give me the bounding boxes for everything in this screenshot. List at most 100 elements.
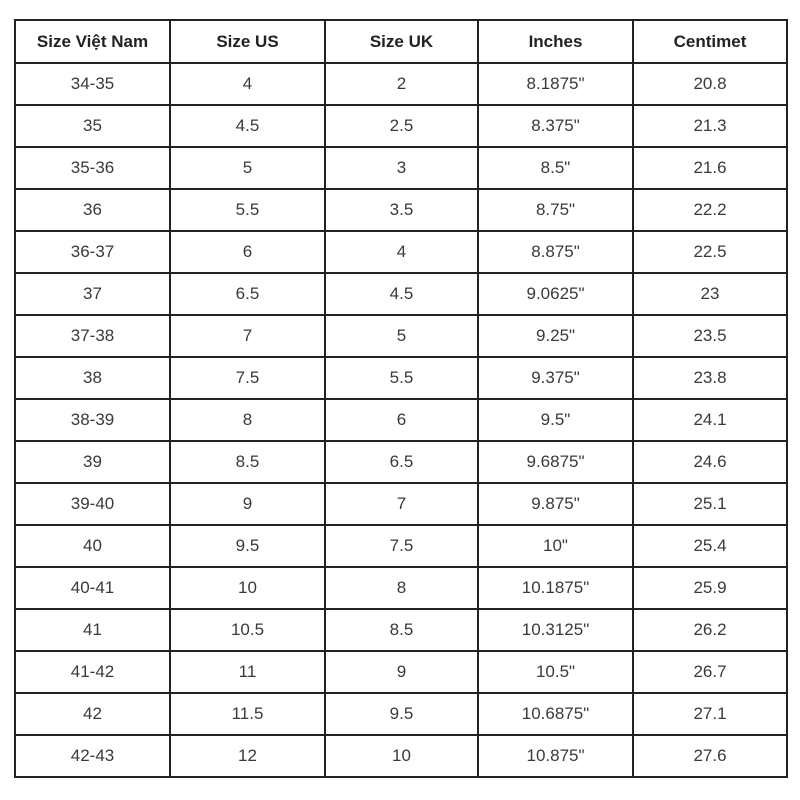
header-size-vietnam: Size Việt Nam xyxy=(14,19,171,64)
cell-size-us: 6.5 xyxy=(169,272,326,316)
cell-centimet: 26.2 xyxy=(632,608,788,652)
cell-centimet: 25.1 xyxy=(632,482,788,526)
table-row: 34-35 4 2 8.1875" 20.8 xyxy=(14,62,788,106)
cell-size-uk: 8.5 xyxy=(324,608,479,652)
table-row: 40-41 10 8 10.1875" 25.9 xyxy=(14,566,788,610)
cell-inches: 9.875" xyxy=(477,482,634,526)
cell-size-uk: 8 xyxy=(324,566,479,610)
header-inches: Inches xyxy=(477,19,634,64)
cell-size-vietnam: 35-36 xyxy=(14,146,171,190)
cell-size-us: 11.5 xyxy=(169,692,326,736)
cell-size-vietnam: 37-38 xyxy=(14,314,171,358)
cell-size-us: 12 xyxy=(169,734,326,778)
cell-size-vietnam: 40-41 xyxy=(14,566,171,610)
cell-inches: 8.75" xyxy=(477,188,634,232)
cell-inches: 10" xyxy=(477,524,634,568)
cell-inches: 8.375" xyxy=(477,104,634,148)
cell-centimet: 25.9 xyxy=(632,566,788,610)
cell-size-vietnam: 42-43 xyxy=(14,734,171,778)
cell-size-uk: 7 xyxy=(324,482,479,526)
cell-inches: 9.6875" xyxy=(477,440,634,484)
cell-size-us: 5.5 xyxy=(169,188,326,232)
table-row: 37 6.5 4.5 9.0625" 23 xyxy=(14,272,788,316)
cell-size-uk: 3 xyxy=(324,146,479,190)
cell-centimet: 22.2 xyxy=(632,188,788,232)
table-row: 35-36 5 3 8.5" 21.6 xyxy=(14,146,788,190)
table-row: 40 9.5 7.5 10" 25.4 xyxy=(14,524,788,568)
header-size-us: Size US xyxy=(169,19,326,64)
cell-inches: 8.5" xyxy=(477,146,634,190)
cell-size-us: 10 xyxy=(169,566,326,610)
cell-size-vietnam: 39 xyxy=(14,440,171,484)
cell-centimet: 26.7 xyxy=(632,650,788,694)
cell-centimet: 20.8 xyxy=(632,62,788,106)
cell-size-us: 7 xyxy=(169,314,326,358)
cell-inches: 9.25" xyxy=(477,314,634,358)
cell-size-uk: 10 xyxy=(324,734,479,778)
cell-centimet: 27.1 xyxy=(632,692,788,736)
cell-size-us: 5 xyxy=(169,146,326,190)
cell-centimet: 22.5 xyxy=(632,230,788,274)
cell-centimet: 23 xyxy=(632,272,788,316)
cell-size-us: 4.5 xyxy=(169,104,326,148)
cell-centimet: 21.6 xyxy=(632,146,788,190)
table-row: 41-42 11 9 10.5" 26.7 xyxy=(14,650,788,694)
cell-size-uk: 5.5 xyxy=(324,356,479,400)
table-row: 42 11.5 9.5 10.6875" 27.1 xyxy=(14,692,788,736)
cell-size-vietnam: 41 xyxy=(14,608,171,652)
cell-inches: 10.6875" xyxy=(477,692,634,736)
cell-inches: 10.5" xyxy=(477,650,634,694)
cell-size-us: 8.5 xyxy=(169,440,326,484)
table-row: 39 8.5 6.5 9.6875" 24.6 xyxy=(14,440,788,484)
cell-inches: 9.5" xyxy=(477,398,634,442)
cell-inches: 10.875" xyxy=(477,734,634,778)
cell-size-vietnam: 34-35 xyxy=(14,62,171,106)
cell-size-vietnam: 36-37 xyxy=(14,230,171,274)
cell-inches: 9.0625" xyxy=(477,272,634,316)
cell-inches: 8.1875" xyxy=(477,62,634,106)
cell-inches: 10.1875" xyxy=(477,566,634,610)
cell-size-us: 11 xyxy=(169,650,326,694)
table-row: 36 5.5 3.5 8.75" 22.2 xyxy=(14,188,788,232)
cell-size-vietnam: 38-39 xyxy=(14,398,171,442)
header-centimet: Centimet xyxy=(632,19,788,64)
cell-size-vietnam: 40 xyxy=(14,524,171,568)
cell-size-uk: 9.5 xyxy=(324,692,479,736)
cell-size-uk: 6.5 xyxy=(324,440,479,484)
cell-size-vietnam: 41-42 xyxy=(14,650,171,694)
size-chart-table: Size Việt Nam Size US Size UK Inches Cen… xyxy=(14,19,788,778)
cell-size-us: 6 xyxy=(169,230,326,274)
cell-centimet: 23.8 xyxy=(632,356,788,400)
cell-size-vietnam: 35 xyxy=(14,104,171,148)
cell-size-vietnam: 37 xyxy=(14,272,171,316)
cell-inches: 10.3125" xyxy=(477,608,634,652)
cell-inches: 8.875" xyxy=(477,230,634,274)
cell-size-uk: 9 xyxy=(324,650,479,694)
cell-centimet: 21.3 xyxy=(632,104,788,148)
table-row: 38 7.5 5.5 9.375" 23.8 xyxy=(14,356,788,400)
cell-size-vietnam: 39-40 xyxy=(14,482,171,526)
table-row: 35 4.5 2.5 8.375" 21.3 xyxy=(14,104,788,148)
cell-centimet: 25.4 xyxy=(632,524,788,568)
cell-size-uk: 4.5 xyxy=(324,272,479,316)
cell-size-uk: 7.5 xyxy=(324,524,479,568)
cell-centimet: 24.6 xyxy=(632,440,788,484)
cell-size-us: 8 xyxy=(169,398,326,442)
header-row: Size Việt Nam Size US Size UK Inches Cen… xyxy=(14,19,788,64)
cell-size-us: 7.5 xyxy=(169,356,326,400)
cell-size-us: 10.5 xyxy=(169,608,326,652)
cell-size-us: 9.5 xyxy=(169,524,326,568)
cell-size-vietnam: 36 xyxy=(14,188,171,232)
table-row: 39-40 9 7 9.875" 25.1 xyxy=(14,482,788,526)
cell-size-uk: 2.5 xyxy=(324,104,479,148)
cell-centimet: 24.1 xyxy=(632,398,788,442)
cell-size-uk: 6 xyxy=(324,398,479,442)
cell-centimet: 27.6 xyxy=(632,734,788,778)
cell-size-us: 9 xyxy=(169,482,326,526)
table-row: 41 10.5 8.5 10.3125" 26.2 xyxy=(14,608,788,652)
cell-centimet: 23.5 xyxy=(632,314,788,358)
cell-size-us: 4 xyxy=(169,62,326,106)
cell-size-vietnam: 42 xyxy=(14,692,171,736)
header-size-uk: Size UK xyxy=(324,19,479,64)
table-row: 36-37 6 4 8.875" 22.5 xyxy=(14,230,788,274)
